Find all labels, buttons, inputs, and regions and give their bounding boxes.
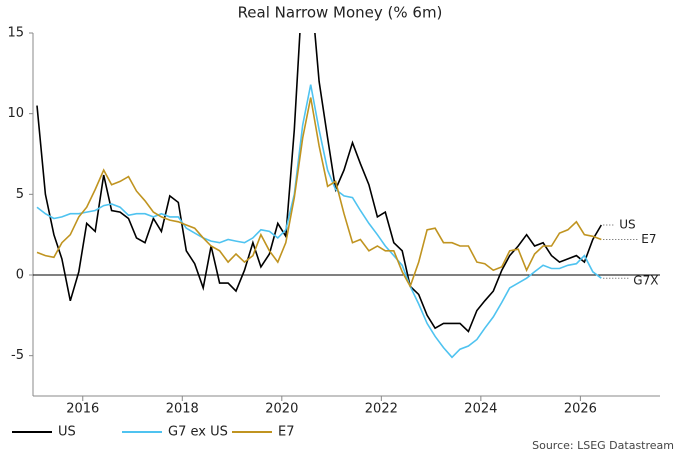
x-tick-label: 2022 <box>365 402 398 417</box>
y-tick-label: -5 <box>11 348 24 363</box>
x-tick-label: 2016 <box>66 402 99 417</box>
source: Source: LSEG Datastream <box>532 439 674 452</box>
end-label: G7X <box>633 274 658 288</box>
x-tick-label: 2018 <box>166 402 199 417</box>
x-tick-label: 2020 <box>265 402 298 417</box>
end-label: US <box>619 217 635 231</box>
legend-label: US <box>58 425 76 440</box>
y-tick-label: 15 <box>7 26 24 41</box>
plot-area <box>36 33 602 359</box>
legend-label: G7 ex US <box>168 425 228 440</box>
legend-label: E7 <box>278 425 295 440</box>
chart-title: Real Narrow Money (% 6m) <box>238 4 443 22</box>
x-tick-label: 2026 <box>564 402 597 417</box>
series-line <box>36 33 602 333</box>
x-tick-label: 2024 <box>464 402 497 417</box>
y-tick-label: 0 <box>16 268 24 283</box>
end-label: E7 <box>641 232 656 246</box>
y-tick-label: 5 <box>16 187 24 202</box>
series-line <box>36 84 602 359</box>
series-line <box>36 97 602 289</box>
y-tick-label: 10 <box>7 106 24 121</box>
